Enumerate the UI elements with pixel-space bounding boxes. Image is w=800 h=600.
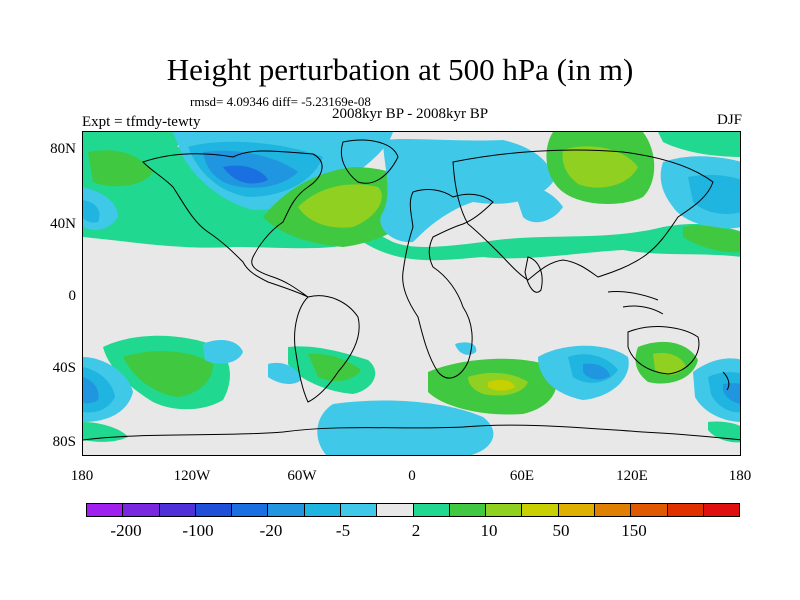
experiment-label: Expt = tfmdy-tewty — [82, 114, 201, 130]
lat-label-40s: 40S — [52, 360, 76, 376]
colorbar-segment-0 — [87, 504, 124, 516]
colorbar-segment-2 — [159, 504, 196, 516]
lat-label-80s: 80S — [52, 434, 76, 450]
colorbar-segment-6 — [304, 504, 341, 516]
colorbar-segment-14 — [594, 504, 632, 516]
lat-label-0: 0 — [68, 288, 77, 304]
colorbar-segment-7 — [340, 504, 378, 516]
lon-label-60w: 60W — [287, 468, 317, 484]
colorbar-segment-5 — [268, 504, 305, 516]
colorbar-segment-1 — [123, 504, 160, 516]
colorbar-label-neg100: -100 — [182, 521, 214, 540]
colorbar-segment-8 — [377, 504, 414, 516]
colorbar-label-150: 150 — [621, 521, 647, 540]
colorbar-segment-10 — [449, 504, 487, 516]
colorbar-segment-16 — [667, 504, 704, 516]
nh-anomalies — [83, 132, 740, 261]
colorbar-segment-3 — [195, 504, 233, 516]
lon-label-0: 0 — [408, 468, 416, 484]
colorbar-segment-13 — [558, 504, 595, 516]
stats-label: rmsd= 4.09346 diff= -5.23169e-08 — [190, 94, 371, 109]
plot-subtitle: 2008kyr BP - 2008kyr BP — [331, 106, 489, 122]
colorbar-segment-17 — [703, 504, 740, 516]
colorbar-label-2: 2 — [411, 521, 421, 540]
colorbar-segment-11 — [486, 504, 523, 516]
colorbar — [86, 503, 740, 517]
contour-map — [83, 132, 740, 455]
colorbar-label-50: 50 — [552, 521, 570, 540]
coastlines — [83, 139, 740, 441]
lon-label-120w: 120W — [173, 468, 211, 484]
lon-label-60e: 60E — [509, 468, 535, 484]
colorbar-label-10: 10 — [480, 521, 498, 540]
lon-label-180w: 180 — [70, 468, 94, 484]
colorbar-segment-9 — [413, 504, 450, 516]
lat-label-80n: 80N — [50, 141, 76, 157]
colorbar-label-neg5: -5 — [335, 521, 351, 540]
colorbar-label-neg200: -200 — [110, 521, 142, 540]
colorbar-segment-15 — [631, 504, 668, 516]
lon-label-120e: 120E — [616, 468, 648, 484]
colorbar-segment-4 — [232, 504, 269, 516]
season-label: DJF — [716, 112, 742, 128]
colorbar-segment-12 — [522, 504, 559, 516]
lat-label-40n: 40N — [50, 216, 76, 232]
colorbar-label-neg20: -20 — [259, 521, 283, 540]
lon-label-180e: 180 — [728, 468, 752, 484]
map-panel — [82, 131, 741, 456]
plot-title: Height perturbation at 500 hPa (in m) — [166, 52, 634, 87]
